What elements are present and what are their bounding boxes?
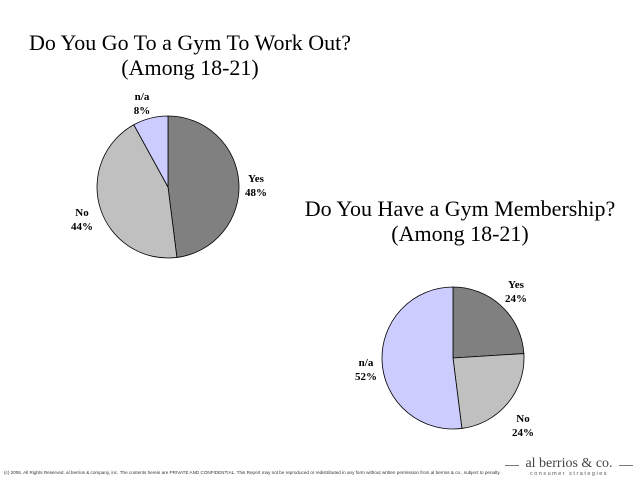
chart-1-slice-yes <box>167 115 240 258</box>
chart-2-slice-yes <box>452 286 525 359</box>
footer-legal-text: (c) 2006. All Rights Reserved. al berrio… <box>4 470 501 475</box>
chart-1-title-text: Do You Go To a Gym To Work Out? <box>28 30 352 55</box>
chart-1-subtitle: (Among 18-21) <box>121 55 259 80</box>
logo-tagline: consumer strategies <box>529 471 609 477</box>
chart-2-subtitle: (Among 18-21) <box>391 221 529 246</box>
chart-2-slice-na <box>381 286 463 430</box>
chart-2-label-na: n/a 52% <box>355 357 377 383</box>
chart-1-slice-no <box>96 124 178 259</box>
chart-1-title: Do You Go To a Gym To Work Out? (Among 1… <box>0 30 380 80</box>
chart-2-title-text: Do You Have a Gym Membership? <box>304 196 616 221</box>
chart-2-title: Do You Have a Gym Membership? (Among 18-… <box>280 196 640 246</box>
company-logo: al berrios & co. consumer strategies <box>505 456 633 477</box>
chart-1-label-no: No 44% <box>71 207 93 233</box>
chart-1-label-yes: Yes 48% <box>245 173 267 199</box>
chart-2-slice-no <box>452 353 525 429</box>
chart-2-label-no: No 24% <box>512 413 534 439</box>
logo-name: al berrios & co. <box>525 456 613 471</box>
chart-1-slice-na <box>133 115 169 188</box>
logo-rule-right <box>619 465 633 466</box>
chart-2-label-yes: Yes 24% <box>505 279 527 305</box>
chart-1-label-na: n/a 8% <box>134 91 151 117</box>
logo-rule-left <box>505 465 519 466</box>
